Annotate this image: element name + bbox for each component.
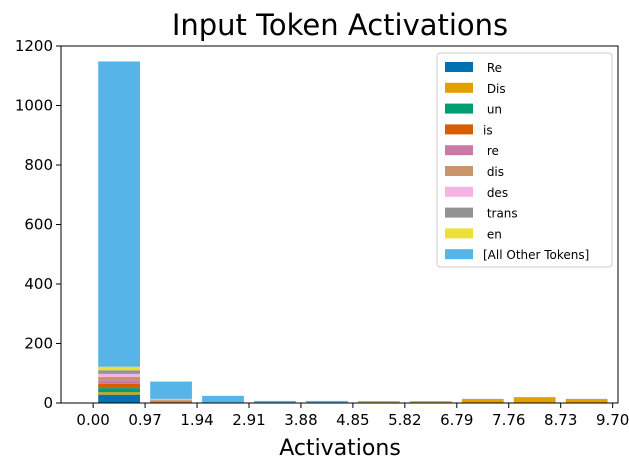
bar-bin8-series1 bbox=[513, 397, 556, 403]
bar-bin0-series6 bbox=[98, 373, 140, 377]
legend-swatch-8 bbox=[445, 228, 473, 239]
y-tick-label-3: 600 bbox=[24, 216, 53, 234]
plot-frame bbox=[60, 45, 619, 404]
legend-swatch-0 bbox=[445, 62, 473, 72]
bar-bin0-series7 bbox=[98, 370, 140, 374]
legend-label-1: Dis bbox=[483, 82, 506, 96]
bar-bin4-series9 bbox=[306, 400, 348, 403]
bar-bin0-series5 bbox=[98, 376, 140, 381]
bar-bin8-series9 bbox=[513, 397, 556, 398]
legend-label-6: des bbox=[483, 186, 508, 200]
bar-bin0-series1 bbox=[98, 392, 140, 395]
x-tick-label-7: 6.79 bbox=[440, 411, 473, 429]
legend-label-8: en bbox=[483, 227, 502, 241]
x-axis-label: Activations bbox=[279, 436, 401, 461]
x-tick-label-5: 4.85 bbox=[336, 411, 369, 429]
legend-swatch-6 bbox=[445, 186, 473, 197]
bars-group bbox=[98, 61, 608, 403]
bar-bin5-series9 bbox=[357, 401, 400, 403]
y-tick-label-4: 800 bbox=[24, 156, 53, 174]
bar-bin1-series9 bbox=[150, 381, 192, 399]
bar-bin0-series8 bbox=[98, 366, 140, 371]
bar-bin9-series1 bbox=[565, 399, 608, 403]
y-axis: 0 200 400 600 800 1000 1200 bbox=[15, 37, 61, 412]
x-tick-label-6: 5.82 bbox=[388, 411, 421, 429]
bar-bin6-series9 bbox=[409, 401, 452, 403]
legend-label-4: re bbox=[483, 144, 499, 158]
legend-label-2: un bbox=[483, 103, 502, 117]
legend-swatch-2 bbox=[445, 103, 473, 114]
legend-box bbox=[436, 52, 613, 268]
bar-bin7-series1 bbox=[461, 399, 504, 403]
bar-bin2-series9 bbox=[202, 395, 244, 403]
x-tick-label-2: 1.94 bbox=[180, 411, 213, 429]
y-tick-label-1: 200 bbox=[24, 335, 53, 353]
legend-swatch-4 bbox=[445, 145, 473, 156]
x-tick-label-8: 7.76 bbox=[492, 411, 525, 429]
y-tick-label-0: 0 bbox=[43, 394, 53, 412]
legend-label-7: trans bbox=[483, 207, 518, 221]
legend: Re Dis un is re dis des trans en [All Othe… bbox=[436, 52, 613, 268]
x-tick-label-9: 8.73 bbox=[544, 411, 577, 429]
x-tick-label-3: 2.91 bbox=[232, 411, 265, 429]
legend-label-5: dis bbox=[483, 165, 504, 179]
bar-bin9-series9 bbox=[565, 398, 608, 400]
legend-label-0: Re bbox=[483, 61, 502, 75]
legend-swatch-1 bbox=[445, 82, 473, 93]
bar-bin0-series9 bbox=[98, 61, 140, 367]
legend-swatch-3 bbox=[445, 124, 473, 135]
bar-bin1-series4 bbox=[150, 400, 192, 403]
legend-swatch-7 bbox=[445, 207, 473, 218]
x-axis: 0.00 0.97 1.94 2.91 3.88 4.85 5.82 6.79 7.76 8.73… bbox=[76, 403, 629, 429]
bar-bin0-series4 bbox=[98, 380, 140, 384]
y-tick-label-2: 400 bbox=[24, 275, 53, 293]
y-tick-label-6: 1200 bbox=[15, 37, 53, 55]
legend-swatch-5 bbox=[445, 166, 473, 176]
x-tick-label-0: 0.00 bbox=[76, 411, 109, 429]
bar-bin1-series3 bbox=[150, 402, 192, 403]
bar-bin0-series2 bbox=[98, 388, 140, 393]
legend-swatch-9 bbox=[445, 249, 473, 260]
bar-bin1-series6 bbox=[150, 399, 192, 401]
bar-bin0-series0 bbox=[98, 394, 140, 403]
bar-bin1-series5 bbox=[150, 400, 192, 401]
x-tick-label-4: 3.88 bbox=[284, 411, 317, 429]
x-tick-label-10: 9.70 bbox=[596, 411, 629, 429]
bar-bin0-series3 bbox=[98, 383, 140, 389]
legend-label-3: is bbox=[483, 123, 493, 137]
chart-title: Input Token Activations bbox=[172, 8, 508, 42]
x-tick-label-1: 0.97 bbox=[128, 411, 161, 429]
bar-bin7-series9 bbox=[461, 398, 504, 400]
y-tick-label-5: 1000 bbox=[15, 97, 53, 115]
bar-bin3-series9 bbox=[254, 400, 296, 403]
legend-label-9: [All Other Tokens] bbox=[483, 248, 589, 262]
